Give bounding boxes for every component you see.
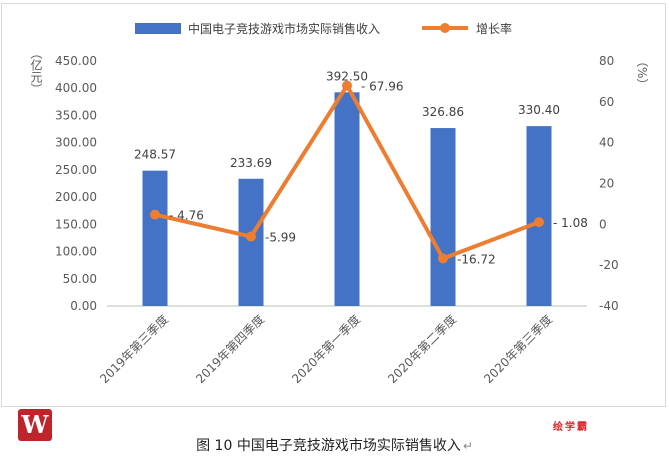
legend-line-marker [440, 23, 450, 33]
y2-tick-label: 0 [599, 217, 607, 231]
growth-point [534, 217, 544, 228]
x-tick-label: 2019年第四季度 [192, 312, 267, 387]
watermark: 绘学霸 [553, 422, 589, 433]
x-tick-label: 2019年第三季度 [96, 312, 171, 387]
y-tick-label: 100.00 [55, 245, 97, 259]
y-tick-label: 0.00 [70, 299, 97, 313]
y2-tick-label: -20 [599, 258, 619, 272]
x-tick-label: 2020年第二季度 [384, 312, 459, 387]
bar [526, 126, 552, 306]
y-tick-label: 200.00 [55, 190, 97, 204]
y2-tick-label: 80 [599, 54, 614, 68]
publisher-logo: W [18, 409, 52, 441]
y-tick-label: 300.00 [55, 136, 97, 150]
growth-point [342, 80, 352, 91]
chart-frame: 0.00 50.00 100.00 150.00 200.00 250.00 300.00 3… [1, 3, 666, 407]
bar-value-label: 248.57 [134, 148, 176, 162]
caption-text: 图 10 中国电子竞技游戏市场实际销售收入 [196, 438, 461, 454]
y-tick-label: 250.00 [55, 163, 97, 177]
y-tick-label: 450.00 [55, 54, 97, 68]
growth-value-label: - 4.76 [169, 209, 204, 223]
bar-value-label: 392.50 [326, 69, 368, 83]
growth-value-label: - 67.96 [361, 80, 404, 94]
legend-bar-swatch [135, 23, 181, 34]
y-tick-label: 150.00 [55, 217, 97, 231]
bar-value-label: 330.40 [518, 103, 560, 117]
legend-line-label: 增长率 [476, 21, 512, 36]
y2-tick-label: 60 [599, 95, 614, 109]
y2-tick-label: 20 [599, 177, 614, 191]
bar-value-label: 326.86 [422, 105, 464, 119]
y2-tick-label: 40 [599, 136, 614, 150]
y2-tick-label: -40 [599, 299, 619, 313]
growth-value-label: -16.72 [457, 252, 496, 266]
y-tick-label: 400.00 [55, 81, 97, 95]
chart-svg: 0.00 50.00 100.00 150.00 200.00 250.00 300.00 3… [29, 21, 649, 387]
y-tick-label: 350.00 [55, 108, 97, 122]
growth-value-label: - 1.08 [553, 216, 588, 230]
bar [142, 170, 168, 306]
bar-value-label: 233.69 [230, 156, 272, 170]
growth-point [246, 231, 256, 242]
bar [238, 178, 264, 306]
bar [334, 92, 360, 306]
growth-point [438, 253, 448, 264]
bar [430, 128, 456, 306]
growth-value-label: -5.99 [265, 231, 296, 245]
figure-caption: 图 10 中国电子竞技游戏市场实际销售收入 ↵ [0, 435, 669, 455]
x-tick-label: 2020年第一季度 [288, 312, 363, 387]
return-mark: ↵ [462, 439, 473, 453]
growth-point [150, 209, 160, 220]
y-tick-label: 50.00 [63, 272, 97, 286]
legend-bar-label: 中国电子竞技游戏市场实际销售收入 [188, 21, 380, 36]
y-axis-unit: （亿元） [29, 47, 43, 95]
x-tick-label: 2020年第三季度 [480, 312, 555, 387]
y2-axis-unit: （%） [635, 55, 649, 90]
